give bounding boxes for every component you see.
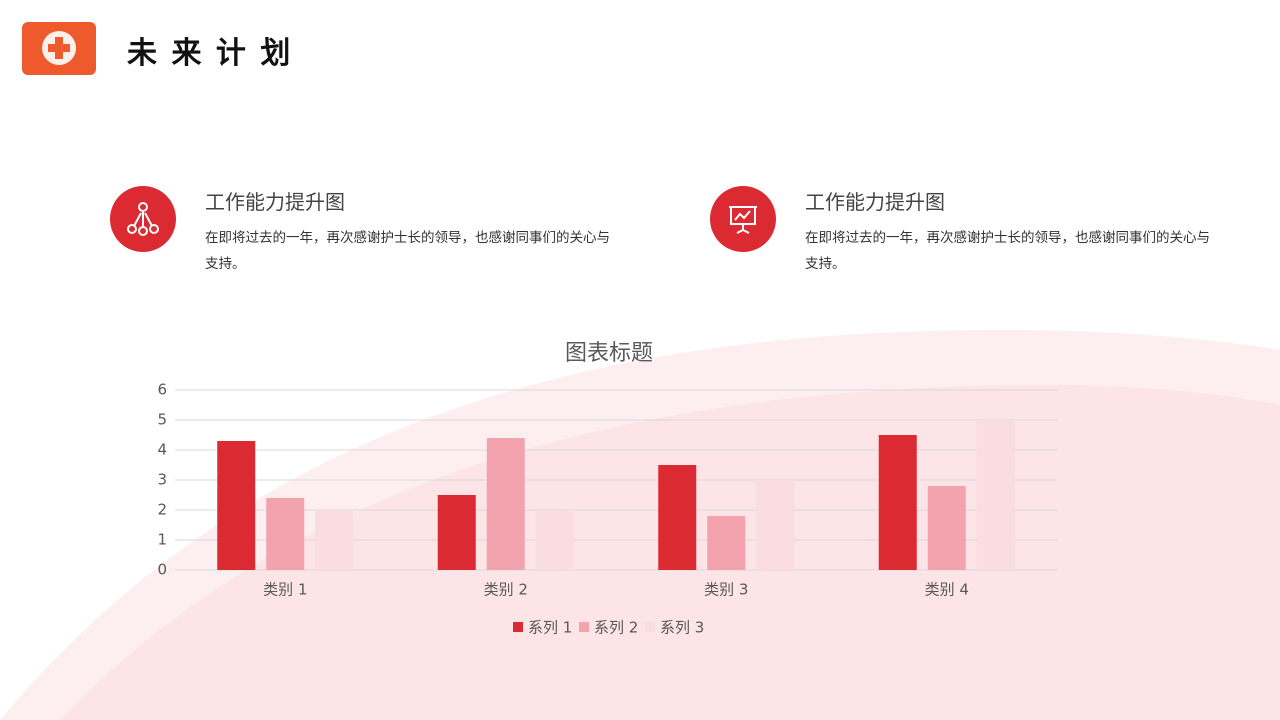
bar [437, 495, 476, 570]
y-tick-label: 0 [157, 561, 167, 579]
y-tick-label: 4 [157, 441, 167, 459]
feature-text: 在即将过去的一年，再次感谢护士长的领导，也感谢同事们的关心与支持。 [205, 230, 610, 272]
x-tick-label: 类别 1 [263, 581, 307, 599]
bar [217, 441, 256, 570]
legend-label: 系列 1 [528, 619, 572, 637]
bar [878, 435, 917, 570]
bar [315, 510, 354, 570]
bar [486, 438, 525, 570]
feature-text: 在即将过去的一年，再次感谢护士长的领导，也感谢同事们的关心与支持。 [805, 230, 1210, 272]
icon [127, 202, 159, 236]
x-tick-label: 类别 3 [704, 581, 748, 599]
legend-swatch [645, 622, 655, 632]
x-tick-label: 类别 4 [925, 581, 969, 599]
bar [756, 480, 795, 570]
y-tick-label: 5 [157, 411, 167, 429]
legend-swatch [513, 622, 523, 632]
bar [658, 465, 697, 570]
feature: 工作能力提升图 在即将过去的一年，再次感谢护士长的领导，也感谢同事们的关心与支持… [805, 186, 1215, 277]
y-tick-label: 6 [157, 381, 167, 399]
legend-label: 系列 3 [660, 619, 704, 637]
x-tick-label: 类别 2 [484, 581, 528, 599]
icon [729, 206, 757, 234]
chart-title: 图表标题 [565, 341, 653, 366]
page-title: 未 来 计 划 [127, 36, 293, 71]
feature-heading: 工作能力提升图 [205, 190, 345, 214]
bar [927, 486, 966, 570]
bar [707, 516, 746, 570]
icon-circle [710, 186, 776, 252]
legend-swatch [579, 622, 589, 632]
bar [266, 498, 305, 570]
feature: 工作能力提升图 在即将过去的一年，再次感谢护士长的领导，也感谢同事们的关心与支持… [205, 186, 615, 277]
feature-heading: 工作能力提升图 [805, 190, 945, 214]
y-tick-label: 1 [157, 531, 167, 549]
legend-label: 系列 2 [594, 619, 638, 637]
bar [976, 420, 1015, 570]
bar [535, 510, 574, 570]
y-tick-label: 2 [157, 501, 167, 519]
logo-plus [48, 37, 70, 59]
y-tick-label: 3 [157, 471, 167, 489]
